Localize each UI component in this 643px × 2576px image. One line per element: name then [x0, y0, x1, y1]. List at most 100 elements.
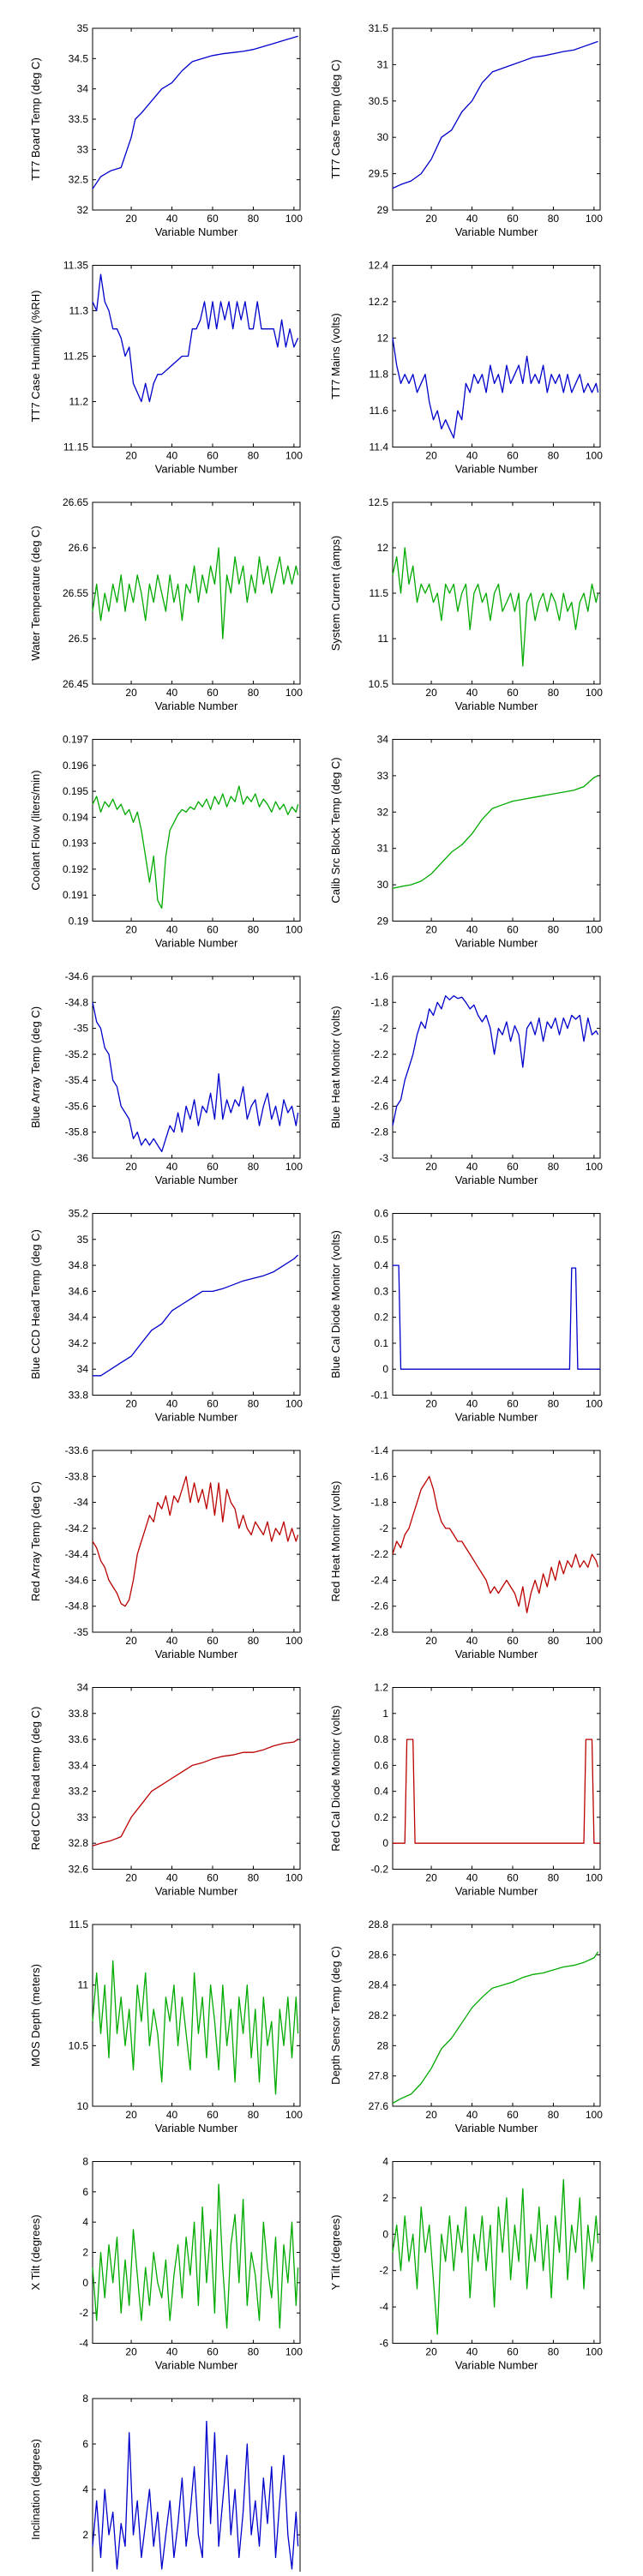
- series-line: [93, 1254, 299, 1377]
- chart-panel: 20 40 60 80 100 29 30 31 32 33 34 Variable Number Ca…: [329, 734, 603, 950]
- x-tick-label: 60: [207, 924, 219, 936]
- y-axis-label: Red Cal Diode Monitor (volts): [329, 1705, 342, 1852]
- x-axis-label: Variable Number: [455, 1411, 538, 1424]
- x-tick-label: 100: [285, 213, 303, 225]
- series-line: [92, 273, 299, 403]
- x-tick-label: 20: [425, 687, 437, 699]
- y-tick-label: -34.4: [65, 1548, 89, 1560]
- x-tick-label: 100: [586, 1161, 603, 1173]
- x-tick-label: 100: [285, 924, 303, 936]
- y-tick-label: 26.55: [63, 587, 88, 599]
- y-tick-label: 33.2: [69, 1786, 89, 1798]
- y-tick-label: -1.4: [370, 1444, 388, 1456]
- x-axis-label: Variable Number: [455, 2122, 538, 2135]
- y-tick-label: 28: [377, 2039, 389, 2051]
- x-tick-label: 100: [586, 1872, 603, 1884]
- x-tick-label: 40: [466, 687, 478, 699]
- series-line: [92, 2183, 299, 2329]
- y-tick-label: -35.8: [65, 1126, 89, 1138]
- y-axis-label: Calib Src Block Temp (deg C): [329, 757, 342, 903]
- y-tick-label: 0.8: [374, 1733, 388, 1745]
- chart-panel: 20 40 60 80 100 -2.8 -2.6 -2.4 -2.2 -2 -1.8 -1.6 -1.…: [329, 1444, 603, 1660]
- y-tick-label: 34: [77, 1682, 89, 1694]
- x-tick-label: 40: [166, 687, 178, 699]
- x-tick-label: 20: [425, 924, 437, 936]
- y-axis-label: Water Temperature (deg C): [29, 525, 42, 661]
- chart-panel: 20 40 60 80 100 11.15 11.2 11.25 11.3 11.35 Variab…: [29, 260, 303, 476]
- chart-panel: 20 40 60 80 100 11.4 11.6 11.8 12 12.2 12.4 Variabl…: [329, 260, 603, 476]
- y-tick-label: -34.8: [65, 1600, 89, 1612]
- x-tick-label: 40: [466, 2346, 478, 2358]
- x-tick-label: 80: [248, 213, 260, 225]
- y-axis-label: Inclination (degrees): [29, 2439, 42, 2540]
- y-tick-label: -1.8: [370, 996, 388, 1008]
- x-tick-label: 60: [207, 1635, 219, 1647]
- y-tick-label: 32.8: [69, 1837, 89, 1849]
- x-tick-label: 80: [248, 687, 260, 699]
- x-tick-label: 40: [166, 2346, 178, 2358]
- y-tick-label: 0.19: [69, 916, 89, 928]
- plot-frame: [392, 501, 601, 685]
- x-tick-label: 20: [125, 1635, 137, 1647]
- y-tick-label: -35.6: [65, 1100, 89, 1112]
- x-axis-label: Variable Number: [155, 225, 238, 238]
- x-tick-label: 20: [125, 1161, 137, 1173]
- plot-frame: [92, 1213, 301, 1396]
- x-tick-label: 60: [507, 2109, 519, 2121]
- y-tick-label: 30: [377, 131, 389, 143]
- series-line: [393, 1738, 600, 1844]
- x-tick-label: 60: [207, 2346, 219, 2358]
- x-tick-label: 60: [507, 687, 519, 699]
- x-tick-label: 20: [425, 1161, 437, 1173]
- chart-panel: 20 40 60 80 100 -3 -2.8 -2.6 -2.4 -2.2 -2 -1.8 -1.6 V…: [329, 970, 603, 1186]
- chart-panel: 20 40 60 80 100 29 29.5 30 30.5 31 31.5 Variable Nu…: [329, 22, 603, 238]
- x-tick-label: 60: [207, 213, 219, 225]
- series-line: [392, 995, 599, 1126]
- y-tick-label: 33: [77, 143, 89, 155]
- x-tick-label: 40: [466, 213, 478, 225]
- plot-frame: [92, 2398, 301, 2576]
- chart-panel: 20 40 60 80 100 26.45 26.5 26.55 26.6 26.65 Variab…: [29, 496, 303, 712]
- y-tick-label: -1.6: [370, 1470, 388, 1482]
- x-tick-label: 40: [166, 1635, 178, 1647]
- y-tick-label: 2: [82, 2529, 88, 2541]
- x-tick-label: 100: [586, 213, 603, 225]
- x-tick-label: 40: [466, 1398, 478, 1410]
- y-tick-label: 1.2: [374, 1682, 388, 1694]
- x-tick-label: 20: [125, 924, 137, 936]
- y-axis-label: Red Array Temp (deg C): [29, 1481, 42, 1601]
- y-tick-label: 0.4: [374, 1786, 388, 1798]
- y-axis-label: Y Tilt (degrees): [329, 2215, 342, 2291]
- chart-panel: 20 40 60 80 100 -36 -35.8 -35.6 -35.4 -35.2 -35 -34…: [29, 970, 303, 1186]
- y-tick-label: 0.4: [374, 1259, 388, 1271]
- y-axis-label: TT7 Board Temp (deg C): [29, 57, 42, 181]
- y-tick-label: 27.6: [369, 2100, 389, 2112]
- chart-panel: 20 40 60 80 100 33.8 34 34.2 34.4 34.6 34.8 35 35.2 V…: [29, 1208, 303, 1424]
- y-tick-label: -33.8: [65, 1470, 89, 1482]
- x-tick-label: 60: [507, 1161, 519, 1173]
- x-tick-label: 60: [507, 450, 519, 462]
- x-tick-label: 40: [166, 924, 178, 936]
- y-tick-label: 34: [77, 1363, 89, 1375]
- x-tick-label: 20: [125, 1872, 137, 1884]
- y-tick-label: 4: [82, 2216, 88, 2228]
- y-axis-label: TT7 Mains (volts): [329, 313, 342, 399]
- y-tick-label: 29: [377, 916, 389, 928]
- series-line: [92, 1002, 299, 1153]
- x-axis-label: Variable Number: [155, 463, 238, 476]
- y-tick-label: 32: [77, 204, 89, 216]
- y-tick-label: 0.195: [63, 785, 88, 797]
- y-tick-label: 10: [77, 2100, 89, 2112]
- y-axis-label: X Tilt (degrees): [29, 2214, 42, 2290]
- y-tick-label: 0.3: [374, 1285, 388, 1297]
- x-tick-label: 40: [466, 1161, 478, 1173]
- x-tick-label: 40: [166, 1398, 178, 1410]
- y-tick-label: 10.5: [369, 678, 389, 690]
- y-tick-label: -2.8: [370, 1126, 388, 1138]
- plot-frame: [392, 739, 601, 922]
- y-tick-label: -2: [379, 1023, 388, 1035]
- y-tick-label: 30.5: [369, 95, 389, 107]
- x-tick-label: 80: [548, 2346, 560, 2358]
- x-tick-label: 20: [425, 450, 437, 462]
